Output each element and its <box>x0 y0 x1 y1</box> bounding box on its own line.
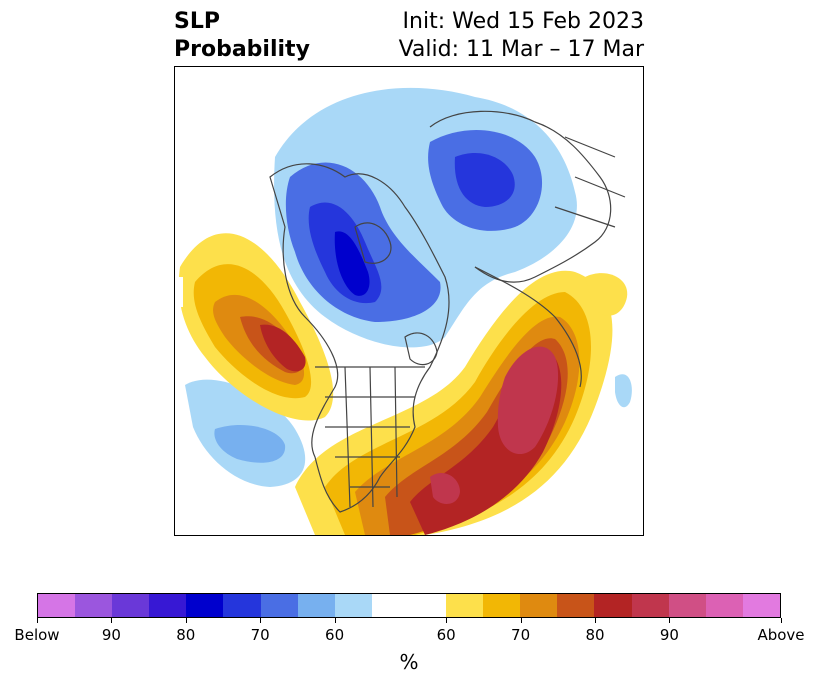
pacific-above-80 <box>260 324 306 372</box>
colorbar-tick-mark <box>595 618 596 623</box>
coastlines <box>269 110 626 513</box>
colorbar-segment <box>297 594 335 617</box>
colorbar-tick-label: 90 <box>659 626 679 644</box>
title-right: Init: Wed 15 Feb 2023 Valid: 11 Mar – 17… <box>399 8 644 64</box>
colorbar-segment <box>186 594 224 617</box>
title-left: SLP Probability <box>174 8 310 64</box>
arctic-below-90 <box>334 231 370 296</box>
colorbar-tick-label: Below <box>14 626 60 644</box>
colorbar-segment <box>446 594 484 617</box>
colorbar-segment <box>112 594 150 617</box>
valid-range: Valid: 11 Mar – 17 Mar <box>398 37 644 62</box>
colorbar-segment <box>334 594 372 617</box>
colorbar-tick-mark <box>334 618 336 623</box>
europe-above-60 <box>585 273 628 316</box>
colorbar-segment <box>260 594 298 617</box>
colorbar-segment <box>557 594 595 617</box>
colorbar-tick-label: 90 <box>101 626 121 644</box>
colorbar-segment <box>631 594 669 617</box>
colorbar-segment <box>594 594 632 617</box>
colorbar-tick-label: 60 <box>325 626 345 644</box>
colorbar-tick-label: Above <box>757 626 805 644</box>
colorbar-tick-label: 80 <box>176 626 196 644</box>
title-variable: SLP <box>174 9 220 34</box>
colorbar-tick-label: 70 <box>250 626 270 644</box>
colorbar-tick-mark <box>669 618 671 623</box>
colorbar-segment <box>742 594 780 617</box>
atlantic-below-60 <box>615 374 632 408</box>
colorbar-segment <box>668 594 706 617</box>
colorbar-tick-mark <box>37 618 38 623</box>
siberia-below-80 <box>454 153 515 207</box>
colorbar-segment <box>38 594 76 617</box>
colorbar-tick-label: 70 <box>511 626 531 644</box>
colorbar-segment <box>223 594 261 617</box>
colorbar-segment <box>520 594 558 617</box>
colorbar-tick-label: 80 <box>585 626 605 644</box>
pacific-below-70 <box>214 424 286 463</box>
colorbar-segment <box>371 594 447 617</box>
colorbar-tick-mark <box>111 618 113 623</box>
colorbar-tick-mark <box>781 618 782 623</box>
colorbar <box>37 593 781 618</box>
colorbar-tick-label: 60 <box>436 626 456 644</box>
colorbar-unit: % <box>399 650 419 674</box>
colorbar-tick-mark <box>446 618 448 623</box>
colorbar-segment <box>149 594 187 617</box>
colorbar-tick-mark <box>260 618 262 623</box>
map-edge-gap <box>175 277 183 307</box>
colorbar-segment <box>75 594 113 617</box>
map-canvas <box>175 87 632 535</box>
colorbar-segment <box>705 594 743 617</box>
colorbar-segment <box>483 594 521 617</box>
gulf-above-85 <box>430 472 460 504</box>
colorbar-tick-mark <box>185 618 187 623</box>
colorbar-tick-mark <box>520 618 522 623</box>
init-date: Init: Wed 15 Feb 2023 <box>402 9 644 34</box>
atlantic-above-85 <box>497 346 559 455</box>
probability-map <box>174 66 644 536</box>
title-product: Probability <box>174 37 310 62</box>
